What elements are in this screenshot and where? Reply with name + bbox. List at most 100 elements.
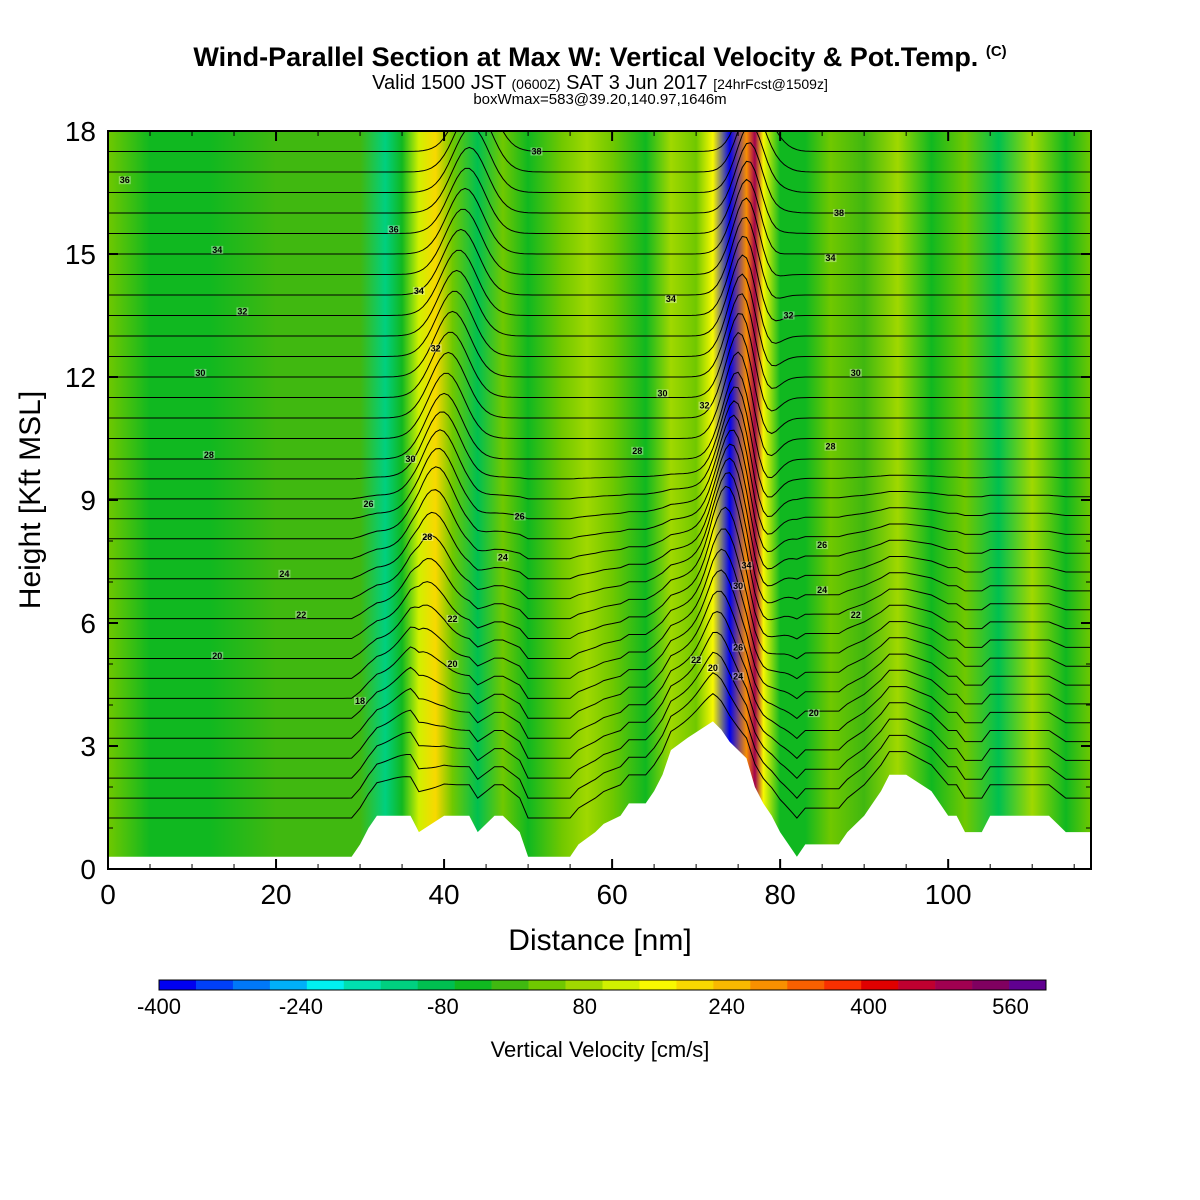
theta-contour xyxy=(108,672,1091,799)
contour-label: 22 xyxy=(296,610,306,620)
theta-contour xyxy=(108,548,1091,680)
contour-label-box xyxy=(656,389,669,398)
contour-label-box xyxy=(194,368,207,377)
colorbar-swatch xyxy=(159,980,197,990)
valid-time-utc: (0600Z) xyxy=(511,76,561,92)
theta-contour xyxy=(108,254,1091,344)
contour-label-box xyxy=(202,450,215,459)
colorbar-swatch xyxy=(195,980,234,990)
contour-label: 22 xyxy=(691,655,701,665)
colorbar-tick-label: 80 xyxy=(573,994,597,1019)
contour-label: 30 xyxy=(658,388,668,398)
contour-label-box xyxy=(513,512,526,521)
contour-label: 34 xyxy=(212,245,222,255)
contour-label: 22 xyxy=(447,614,457,624)
contour-label: 28 xyxy=(632,446,642,456)
x-tick-label: 100 xyxy=(925,879,972,910)
colorbar-swatch xyxy=(898,980,936,990)
contour-label: 24 xyxy=(817,585,827,595)
theta-contour xyxy=(108,45,1091,110)
contour-label-box xyxy=(849,368,862,377)
contour-label: 18 xyxy=(355,696,365,706)
theta-contour xyxy=(108,400,1091,518)
contour-label: 30 xyxy=(195,368,205,378)
contour-label-box xyxy=(698,401,711,410)
contour-label: 24 xyxy=(279,569,289,579)
valid-time-line: Valid 1500 JST (0600Z) SAT 3 Jun 2017 [2… xyxy=(0,72,1200,95)
contour-label: 20 xyxy=(447,659,457,669)
theta-contour xyxy=(108,506,1091,640)
colorbar-swatch xyxy=(602,980,640,990)
colorbar-swatch xyxy=(639,980,677,990)
contour-label: 36 xyxy=(389,224,399,234)
contour-label: 28 xyxy=(204,450,214,460)
theta-contour xyxy=(108,371,1091,479)
y-tick-label: 15 xyxy=(65,239,96,270)
theta-contour xyxy=(108,414,1091,535)
theta-contour xyxy=(108,429,1091,553)
contour-label: 30 xyxy=(851,368,861,378)
contour-label-box xyxy=(278,569,291,578)
contour-label-box xyxy=(446,660,459,668)
theta-contour xyxy=(108,178,1091,255)
contour-label: 36 xyxy=(120,175,130,185)
y-tick-label: 6 xyxy=(80,608,96,639)
theta-contour xyxy=(108,590,1091,720)
colorbar-tick-label: -80 xyxy=(427,994,459,1019)
colorbar-swatch xyxy=(824,980,862,990)
theta-contour xyxy=(108,235,1091,322)
colorbar: -400 -240 -80 80 240 400 560 xyxy=(137,979,1047,1019)
colorbar-swatch xyxy=(306,980,345,990)
contour-label-box xyxy=(732,582,745,591)
contour-label: 32 xyxy=(784,311,794,321)
forecast-info: [24hrFcst@1509z] xyxy=(713,76,828,92)
colorbar-label: Vertical Velocity [cm/s] xyxy=(491,1037,710,1062)
theta-contour xyxy=(108,611,1091,740)
theta-contour xyxy=(108,386,1091,498)
theta-contour xyxy=(108,651,1091,780)
x-tick-label: 20 xyxy=(260,879,291,910)
contour-label: 28 xyxy=(826,442,836,452)
contour-label: 34 xyxy=(826,253,836,263)
colorbar-tick-label: 400 xyxy=(850,994,887,1019)
theta-contour xyxy=(108,131,1091,173)
colorbar-tick-label: 560 xyxy=(992,994,1029,1019)
theta-contour xyxy=(108,528,1091,660)
theta-contour xyxy=(108,331,1091,435)
contour-label-box xyxy=(816,541,829,550)
theta-contour xyxy=(108,631,1091,760)
contour-label-box xyxy=(807,709,820,718)
colorbar-swatch xyxy=(380,980,419,990)
contour-label: 38 xyxy=(834,208,844,218)
theta-contour xyxy=(108,485,1091,621)
colorbar-swatch xyxy=(565,980,603,990)
contour-label: 28 xyxy=(422,532,432,542)
contour-label: 26 xyxy=(363,499,373,509)
contour-label-box xyxy=(404,455,417,463)
contour-label-box xyxy=(824,254,837,263)
contour-label: 32 xyxy=(237,306,247,316)
contour-label-box xyxy=(118,176,131,185)
contour-label-box xyxy=(211,651,224,660)
theta-contour xyxy=(108,216,1091,299)
y-tick-label: 18 xyxy=(65,116,96,147)
colorbar-tick-label: 240 xyxy=(708,994,745,1019)
contour-label: 20 xyxy=(809,708,819,718)
contour-label-box xyxy=(211,245,224,254)
colorbar-swatch xyxy=(491,980,529,990)
potential-temperature-contours xyxy=(108,45,1091,819)
x-tick-label: 60 xyxy=(597,879,628,910)
contour-label: 34 xyxy=(414,286,424,296)
colorbar-swatch xyxy=(454,980,492,990)
contour-label: 32 xyxy=(431,343,441,353)
contour-label: 32 xyxy=(700,401,710,411)
contour-label-box xyxy=(732,672,745,681)
theta-contour xyxy=(108,131,1091,132)
contour-label-box xyxy=(706,664,719,673)
theta-contour xyxy=(108,197,1091,277)
contour-labels: 36 34 32 30 28 26 24 22 20 18 36 34 32 30 28 22 20 38 34 30… xyxy=(118,147,862,718)
contour-label: 22 xyxy=(851,610,861,620)
contour-label: 26 xyxy=(733,643,743,653)
y-axis-label: Height [Kft MSL] xyxy=(14,391,47,609)
